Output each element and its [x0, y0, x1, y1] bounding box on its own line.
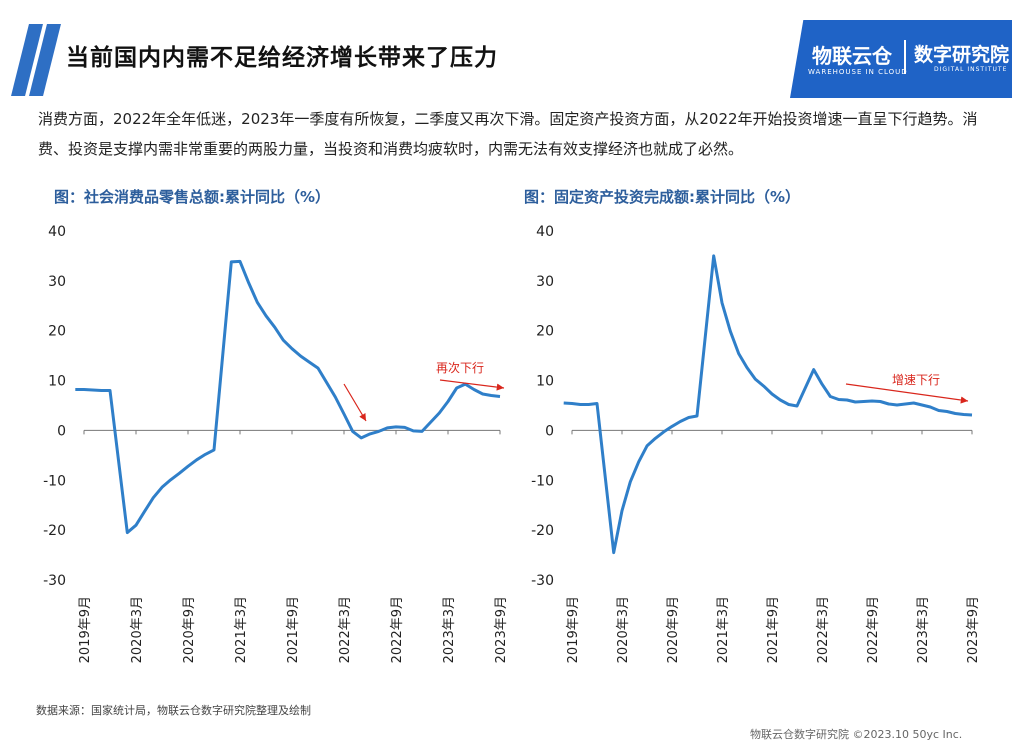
investment-ytick-label: 10 — [536, 374, 554, 390]
retail-xtick-label: 2020年9月 — [182, 596, 197, 663]
investment-xtick-label: 2020年9月 — [666, 596, 681, 663]
investment-ytick-label: 40 — [536, 224, 554, 240]
investment-xtick-label: 2019年9月 — [566, 596, 581, 663]
retail-arrow-down — [343, 383, 367, 422]
footer-copyright: 物联云仓数字研究院 ©2023.10 50yc Inc. — [750, 728, 963, 741]
investment-ytick-label: -20 — [531, 523, 554, 539]
retail-xtick-label: 2022年3月 — [338, 596, 353, 663]
chart-title-investment: 图：固定资产投资完成额:累计同比（%） — [524, 188, 801, 206]
retail-ytick-label: -30 — [43, 573, 66, 589]
investment-xtick-label: 2022年3月 — [816, 596, 831, 663]
retail-series-line — [75, 259, 501, 535]
retail-xtick-label: 2023年3月 — [442, 596, 457, 663]
investment-xtick-label: 2022年9月 — [866, 596, 881, 663]
retail-xtick-label: 2020年3月 — [130, 596, 145, 663]
retail-arrow-right — [439, 379, 505, 391]
investment-ytick-label: -30 — [531, 573, 554, 589]
investment-ytick-label: 30 — [536, 274, 554, 290]
retail-ytick-label: -10 — [43, 473, 66, 489]
investment-ytick-label: 20 — [536, 324, 554, 340]
retail-xtick-label: 2019年9月 — [78, 596, 93, 663]
page-title: 当前国内内需不足给经济增长带来了压力 — [66, 45, 498, 71]
retail-annotation-text: 再次下行 — [436, 361, 484, 375]
charts-canvas: 40 30 20 10 0 -10 -20 -30 2019年9月 2020年3月 2020年9月 2… — [43, 224, 981, 663]
investment-annotation-text: 增速下行 — [892, 373, 940, 387]
investment-xtick-label: 2023年9月 — [966, 596, 981, 663]
investment-ytick-label: 0 — [545, 423, 554, 439]
logo-institute-subtitle: DIGITAL INSTITUTE — [934, 66, 1008, 73]
retail-ytick-label: 20 — [48, 324, 66, 340]
investment-series-line — [563, 254, 973, 555]
investment-xtick-label: 2023年3月 — [916, 596, 931, 663]
retail-xtick-label: 2021年9月 — [286, 596, 301, 663]
investment-xtick-label: 2020年3月 — [616, 596, 631, 663]
retail-ytick-label: 0 — [57, 423, 66, 439]
retail-xtick-label: 2023年9月 — [494, 596, 509, 663]
retail-xtick-label: 2021年3月 — [234, 596, 249, 663]
retail-ytick-label: -20 — [43, 523, 66, 539]
investment-xtick-label: 2021年9月 — [766, 596, 781, 663]
data-source-note: 数据来源：国家统计局，物联云仓数字研究院整理及绘制 — [36, 704, 311, 717]
chart-title-retail: 图：社会消费品零售总额:累计同比（%） — [54, 188, 331, 206]
intro-paragraph: 消费方面，2022年全年低迷，2023年一季度有所恢复，二季度又再次下滑。固定资… — [38, 110, 978, 158]
investment-xtick-label: 2021年3月 — [716, 596, 731, 663]
logo-subtitle: WAREHOUSE IN CLOUD — [808, 68, 908, 76]
brand-logo — [790, 20, 1012, 98]
retail-ytick-label: 40 — [48, 224, 66, 240]
investment-arrow — [845, 383, 969, 404]
retail-ytick-label: 10 — [48, 374, 66, 390]
logo-institute-name: 数字研究院 — [914, 44, 1010, 66]
investment-ytick-label: -10 — [531, 473, 554, 489]
retail-xtick-label: 2022年9月 — [390, 596, 405, 663]
logo-name: 物联云仓 — [812, 44, 892, 68]
logo-divider — [904, 40, 906, 74]
retail-ytick-label: 30 — [48, 274, 66, 290]
